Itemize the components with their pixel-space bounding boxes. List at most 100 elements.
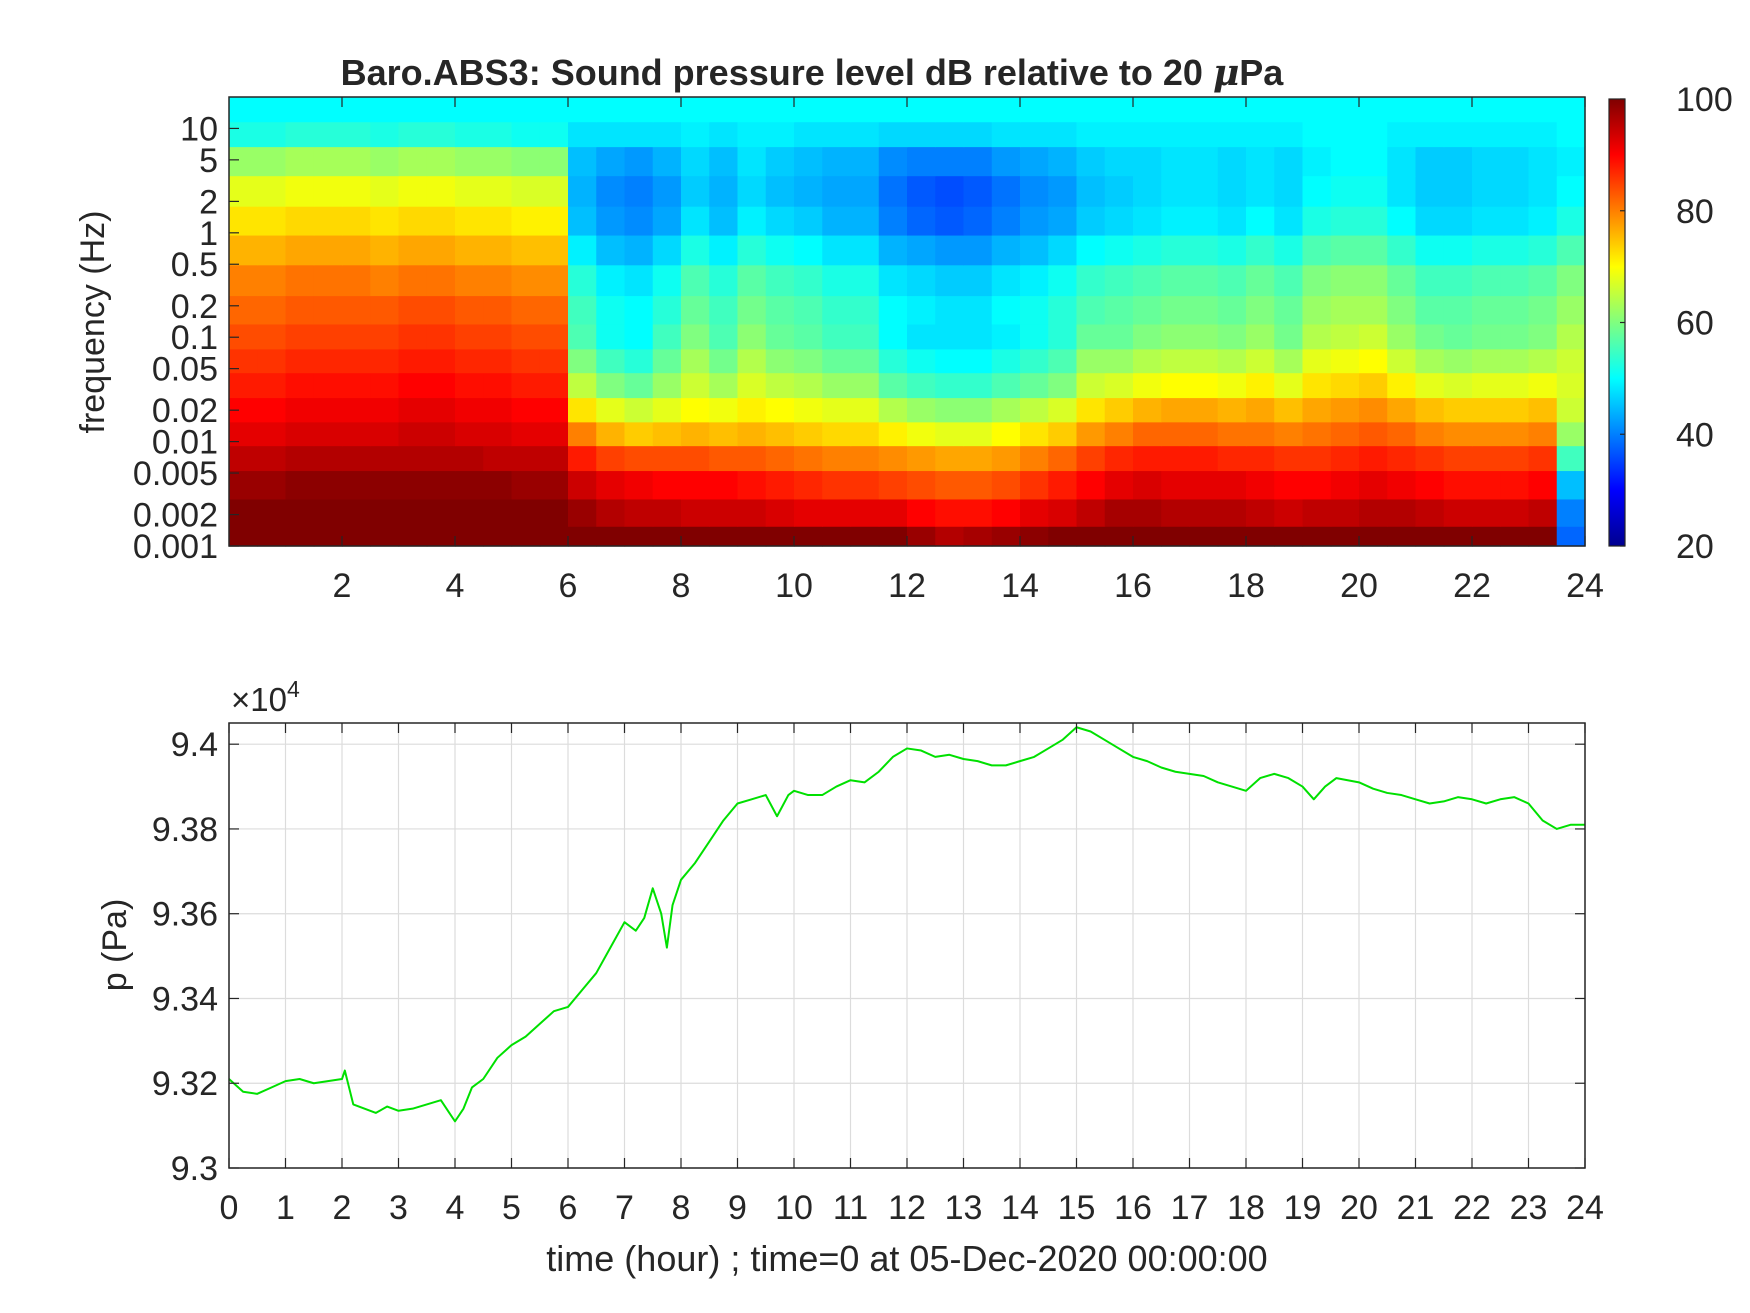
heatmap-cell xyxy=(511,146,541,177)
heatmap-cell xyxy=(1443,323,1473,350)
heatmap-cell xyxy=(1048,498,1078,527)
x-tick-label: 21 xyxy=(1397,1189,1435,1227)
heatmap-cell xyxy=(907,421,936,447)
heatmap-cell xyxy=(1020,470,1049,500)
heatmap-cell xyxy=(1302,146,1332,177)
heatmap-cell xyxy=(398,498,428,527)
heatmap-cell xyxy=(1161,397,1191,423)
heatmap-cell xyxy=(1217,323,1247,350)
heatmap-cell xyxy=(1472,421,1501,447)
heatmap-cell xyxy=(596,323,626,350)
heatmap-cell xyxy=(1500,348,1530,374)
x-tick-label: 14 xyxy=(1001,567,1039,605)
heatmap-cell xyxy=(907,372,936,399)
heatmap-cell xyxy=(991,445,1021,472)
heatmap-cell xyxy=(624,175,654,207)
heatmap-cell xyxy=(1133,445,1162,472)
heatmap-cell xyxy=(1133,397,1162,423)
heatmap-cell xyxy=(1076,264,1106,297)
line-x-ticks: 0 1 2 3 4 5 6 7 8 9 10 11 12 13 14 15 16 17 18 19 20 21 22 23 24 xyxy=(220,723,1604,1227)
heatmap-cell xyxy=(1161,234,1191,266)
heatmap-cell xyxy=(1472,234,1501,266)
heatmap-cell xyxy=(963,264,993,297)
heatmap-cell xyxy=(991,175,1021,207)
heatmap-cell xyxy=(822,234,852,266)
heatmap-cell xyxy=(765,234,795,266)
heatmap-cell xyxy=(709,498,739,527)
heatmap-cell xyxy=(907,264,936,297)
heatmap-cell xyxy=(568,146,597,177)
heatmap-cell xyxy=(1048,97,1078,123)
heatmap-cell xyxy=(313,146,343,177)
heatmap-cell xyxy=(455,348,484,374)
heatmap-cell xyxy=(285,146,315,177)
heatmap-cell xyxy=(1274,206,1304,236)
heatmap-cell xyxy=(1302,526,1332,547)
heatmap-cell xyxy=(1274,295,1304,325)
heatmap-cell xyxy=(737,397,767,423)
heatmap-cell xyxy=(313,264,343,297)
heatmap-cell xyxy=(1302,348,1332,374)
x-tick-label: 4 xyxy=(446,567,465,605)
heatmap-cell xyxy=(850,97,880,123)
heatmap-cell xyxy=(1556,397,1586,423)
heatmap-cell xyxy=(963,323,993,350)
heatmap-cell xyxy=(991,323,1021,350)
heatmap-cell xyxy=(596,445,626,472)
heatmap-cell xyxy=(1048,348,1078,374)
heatmap-cell xyxy=(1387,295,1417,325)
heatmap-cell xyxy=(342,323,371,350)
heatmap-cell xyxy=(511,445,541,472)
heatmap-cell xyxy=(257,397,287,423)
y-tick-label: 9.4 xyxy=(171,726,218,764)
heatmap-cell xyxy=(765,526,795,547)
heatmap-cell xyxy=(822,498,852,527)
heatmap-cell xyxy=(850,348,880,374)
heatmap-cell xyxy=(511,234,541,266)
x-tick-label: 16 xyxy=(1114,1189,1152,1227)
heatmap-cell xyxy=(737,295,767,325)
heatmap-cell xyxy=(991,295,1021,325)
heatmap-cell xyxy=(907,234,936,266)
heatmap-cell xyxy=(1302,206,1332,236)
heatmap-cell xyxy=(1415,323,1445,350)
heatmap-cell xyxy=(313,445,343,472)
heatmap-cell xyxy=(935,121,965,148)
heatmap-cell xyxy=(1556,470,1586,500)
x-tick-label: 8 xyxy=(672,567,691,605)
x-tick-label: 3 xyxy=(389,1189,408,1227)
heatmap-cell xyxy=(1330,121,1360,148)
heatmap-cell xyxy=(907,498,936,527)
heatmap-cell xyxy=(681,470,710,500)
heatmap-cell xyxy=(822,175,852,207)
heatmap-cell xyxy=(794,348,823,374)
heatmap-cell xyxy=(426,445,456,472)
heatmap-cell xyxy=(511,526,541,547)
heatmap-cells xyxy=(229,97,1586,547)
heatmap-cell xyxy=(709,421,739,447)
heatmap-cell xyxy=(1387,421,1417,447)
heatmap-cell xyxy=(257,175,287,207)
heatmap-cell xyxy=(342,97,371,123)
heatmap-cell xyxy=(624,97,654,123)
heatmap-cell xyxy=(257,323,287,350)
heatmap-cell xyxy=(426,295,456,325)
heatmap-cell xyxy=(1189,372,1219,399)
heatmap-cell xyxy=(991,372,1021,399)
heatmap-cell xyxy=(709,206,739,236)
x-tick-label: 22 xyxy=(1453,567,1491,605)
x-tick-label: 8 xyxy=(672,1189,691,1227)
heatmap-cell xyxy=(822,97,852,123)
heatmap-cell xyxy=(1217,526,1247,547)
heatmap-cell xyxy=(1330,146,1360,177)
heatmap-cell xyxy=(483,498,513,527)
heatmap-cell xyxy=(681,323,710,350)
x-tick-label: 19 xyxy=(1284,1189,1322,1227)
heatmap-cell xyxy=(1359,470,1388,500)
y-tick-label: 9.34 xyxy=(152,980,218,1018)
heatmap-cell xyxy=(426,175,456,207)
heatmap-cell xyxy=(1472,146,1501,177)
heatmap-cell xyxy=(1556,348,1586,374)
heatmap-cell xyxy=(1415,526,1445,547)
heatmap-cell xyxy=(1528,498,1558,527)
